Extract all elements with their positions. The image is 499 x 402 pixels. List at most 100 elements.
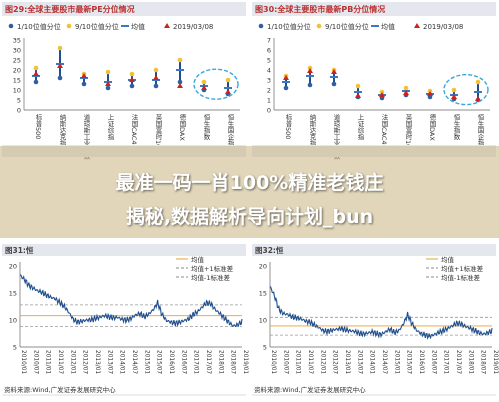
- pb-legend-label-3: 2019/03/08: [423, 23, 463, 31]
- hsi-line-y-tick-3: 20: [9, 263, 17, 271]
- pe-p90-point-8: [225, 77, 231, 83]
- hsi-line-x-tick-18: 2019/01: [242, 350, 248, 374]
- hscei-line-x-tick-16: 2018/01: [467, 350, 473, 374]
- hsi-line-x-tick-12: 2016/01: [168, 350, 174, 374]
- pe-p90-point-3: [105, 69, 111, 75]
- pb-y-tick-6: 6: [267, 47, 271, 55]
- pe-current-point-2: [81, 73, 87, 78]
- pb-x-tick-5: 英国富时100: [404, 113, 412, 153]
- pb-median-point-3: [354, 91, 362, 93]
- pe-y-tick-4: 20: [13, 67, 21, 75]
- hscei-line-x-tick-17: 2018/07: [480, 350, 486, 374]
- hsi-line-x-tick-13: 2016/07: [180, 350, 186, 374]
- pb-legend-marker-3: [414, 23, 420, 28]
- pe-p10-point-4: [129, 83, 135, 89]
- pe-current-point-6: [177, 83, 183, 88]
- pe-p90-point-7: [201, 79, 207, 85]
- pb-p90-point-8: [475, 79, 481, 85]
- banner-line-2: 揭秘,数据解析导向计划_bun: [125, 206, 374, 228]
- hsi-line-x-tick-8: 2014/01: [119, 350, 125, 374]
- pe-p10-point-6: [177, 79, 183, 85]
- pe-x-tick-8: 恒生国企指数: [226, 113, 234, 155]
- pe-y-tick-6: 30: [13, 47, 21, 55]
- pb-y-tick-3: 3: [267, 77, 271, 85]
- hsi-line-title-bar: [2, 244, 246, 256]
- hsi-line-x-tick-10: 2015/01: [143, 350, 149, 374]
- pb-median-point-2: [330, 76, 338, 78]
- pe-y-tick-2: 10: [13, 87, 21, 95]
- hsi-line-x-tick-1: 2010/07: [32, 350, 38, 374]
- pb-x-tick-2: 道琼斯工业指数: [332, 113, 340, 161]
- hscei-line-x-tick-9: 2014/07: [381, 350, 387, 374]
- hsi-line-x-tick-4: 2012/01: [69, 350, 75, 374]
- hscei-line-x-tick-7: 2013/07: [356, 350, 362, 374]
- pe-legend-label-1: 9/10位值分位: [75, 22, 119, 31]
- hsi-line-y-tick-1: 10: [9, 317, 17, 325]
- hsi-line-chart-title: 图31:恒: [5, 245, 34, 255]
- hscei-line-x-tick-6: 2013/01: [344, 350, 350, 374]
- pb-x-tick-8: 恒生国企指数: [476, 113, 484, 155]
- hscei-line-x-tick-2: 2011/01: [295, 350, 301, 374]
- hsi-line-legend-label-2: 均值-1标准差: [191, 273, 230, 282]
- pb-x-tick-0: 标普500: [284, 113, 292, 140]
- pb-current-point-2: [331, 69, 337, 74]
- pb-highlight-circle: [443, 73, 489, 106]
- pe-y-tick-0: 0: [17, 107, 21, 115]
- pe-current-point-4: [129, 77, 135, 82]
- pb-legend-label-2: 均值: [381, 22, 395, 31]
- pe-p90-point-5: [153, 67, 159, 73]
- pb-x-tick-4: 法国CAC40: [380, 113, 388, 149]
- pe-p10-point-0: [33, 79, 39, 85]
- pb-p90-point-3: [355, 83, 361, 89]
- hscei-line-x-tick-4: 2012/01: [319, 350, 325, 374]
- hscei-value-series: [269, 286, 493, 340]
- pe-x-tick-4: 法国CAC40: [130, 113, 138, 149]
- hscei-line-title-bar: [252, 244, 496, 256]
- hsi-line-x-tick-2: 2011/01: [45, 350, 51, 374]
- pb-x-tick-6: 德国DAX: [428, 113, 436, 142]
- pe-legend-marker-1: [66, 23, 72, 29]
- hsi-line-legend-label-1: 均值+1标准差: [191, 264, 234, 273]
- pb-title-bar: [252, 2, 496, 16]
- hscei-line-chart-title: 图32:恒: [255, 245, 284, 255]
- pe-title-bar: [2, 2, 246, 16]
- pe-x-tick-7: 恒生指数: [202, 113, 210, 142]
- hscei-line-x-tick-13: 2016/07: [430, 350, 436, 374]
- hscei-line-y-tick-0: 5: [263, 344, 267, 352]
- pe-current-point-1: [57, 63, 63, 68]
- pb-current-point-1: [307, 68, 313, 73]
- pe-p90-point-1: [57, 45, 63, 51]
- pb-legend-marker-1: [316, 23, 322, 29]
- pe-current-point-0: [33, 71, 39, 76]
- hscei-line-x-tick-8: 2014/01: [369, 350, 375, 374]
- pe-median-point-8: [224, 87, 232, 89]
- hsi-line-x-tick-9: 2014/07: [131, 350, 137, 374]
- pb-median-point-0: [282, 81, 290, 83]
- hsi-source-note: 资料来源:Wind,广发证券发展研究中心: [4, 385, 116, 394]
- hsi-value-series: [19, 274, 243, 328]
- pe-p10-point-2: [81, 81, 87, 87]
- pe-p90-point-0: [33, 65, 39, 71]
- pb-x-tick-7: 恒生指数: [452, 113, 460, 142]
- hsi-line-x-tick-16: 2018/01: [217, 350, 223, 374]
- hscei-line-x-tick-12: 2016/01: [418, 350, 424, 374]
- hscei-line-y-tick-3: 20: [259, 263, 267, 271]
- pb-current-point-6: [427, 91, 433, 96]
- hscei-line-x-tick-11: 2015/07: [406, 350, 412, 374]
- pe-y-tick-1: 5: [17, 97, 21, 105]
- hscei-line-x-tick-1: 2010/07: [282, 350, 288, 374]
- hscei-line-legend-label-0: 均值: [441, 255, 455, 264]
- hsi-line-x-tick-15: 2017/07: [205, 350, 211, 374]
- hscei-line-y-tick-2: 15: [259, 290, 267, 298]
- pb-median-point-8: [474, 91, 482, 93]
- pe-median-point-6: [176, 69, 184, 71]
- hscei-line-legend-label-1: 均值+1标准差: [441, 264, 484, 273]
- pe-p10-point-5: [153, 83, 159, 89]
- pe-y-tick-5: 25: [13, 57, 21, 65]
- pb-legend-marker-2: [371, 25, 379, 27]
- hsi-line-x-tick-17: 2018/07: [230, 350, 236, 374]
- hscei-line-x-tick-0: 2010/01: [270, 350, 276, 374]
- hscei-line-x-tick-10: 2015/01: [393, 350, 399, 374]
- hscei-line-legend-label-2: 均值-1标准差: [441, 273, 480, 282]
- pe-legend-label-3: 2019/03/08: [173, 23, 213, 31]
